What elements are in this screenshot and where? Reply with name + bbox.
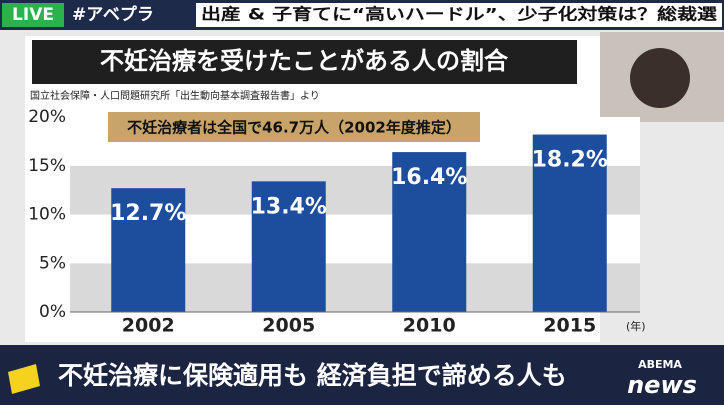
source: 国立社会保障・人口問題研究所「出生動向基本調査報告書」より	[30, 89, 320, 102]
value-label: 16.4%	[391, 165, 467, 190]
presenter-head	[630, 48, 690, 108]
caption-bar	[0, 345, 724, 405]
bar	[251, 181, 326, 312]
y-tick-label: 0%	[39, 302, 66, 322]
x-tick-label: 2015	[543, 315, 596, 337]
hashtag: #アベプラ	[72, 4, 154, 25]
bar	[392, 152, 467, 312]
x-unit: (年)	[626, 319, 646, 333]
logo-bottom: news	[627, 371, 697, 399]
y-tick-label: 10%	[28, 205, 66, 225]
x-tick-label: 2005	[262, 315, 315, 337]
value-label: 12.7%	[110, 201, 186, 226]
y-tick-label: 5%	[39, 253, 66, 273]
live-text: LIVE	[12, 5, 54, 25]
bar	[532, 134, 607, 312]
y-tick-label: 20%	[28, 107, 66, 127]
x-tick-label: 2002	[122, 315, 175, 337]
live-badge	[2, 3, 64, 27]
bar	[111, 188, 186, 312]
title-box	[32, 40, 577, 84]
y-tick-label: 15%	[28, 156, 66, 176]
chart-title: 不妊治療を受けたことがある人の割合	[100, 47, 509, 75]
headline-box	[196, 3, 722, 27]
caption-icon	[8, 364, 40, 394]
x-tick-label: 2010	[403, 315, 456, 337]
value-label: 18.2%	[532, 148, 608, 173]
annotation-box	[108, 112, 480, 142]
value-label: 13.4%	[251, 194, 327, 219]
annotation: 不妊治療者は全国で46.7万人（2002年度推定）	[127, 119, 461, 137]
caption: 不妊治療に保険適用も 経済負担で諦める人も	[58, 361, 567, 390]
headline: 出産 & 子育てに“高いハードル”、少子化対策は？総裁選	[201, 5, 717, 24]
logo-top: ABEMA	[638, 358, 682, 371]
